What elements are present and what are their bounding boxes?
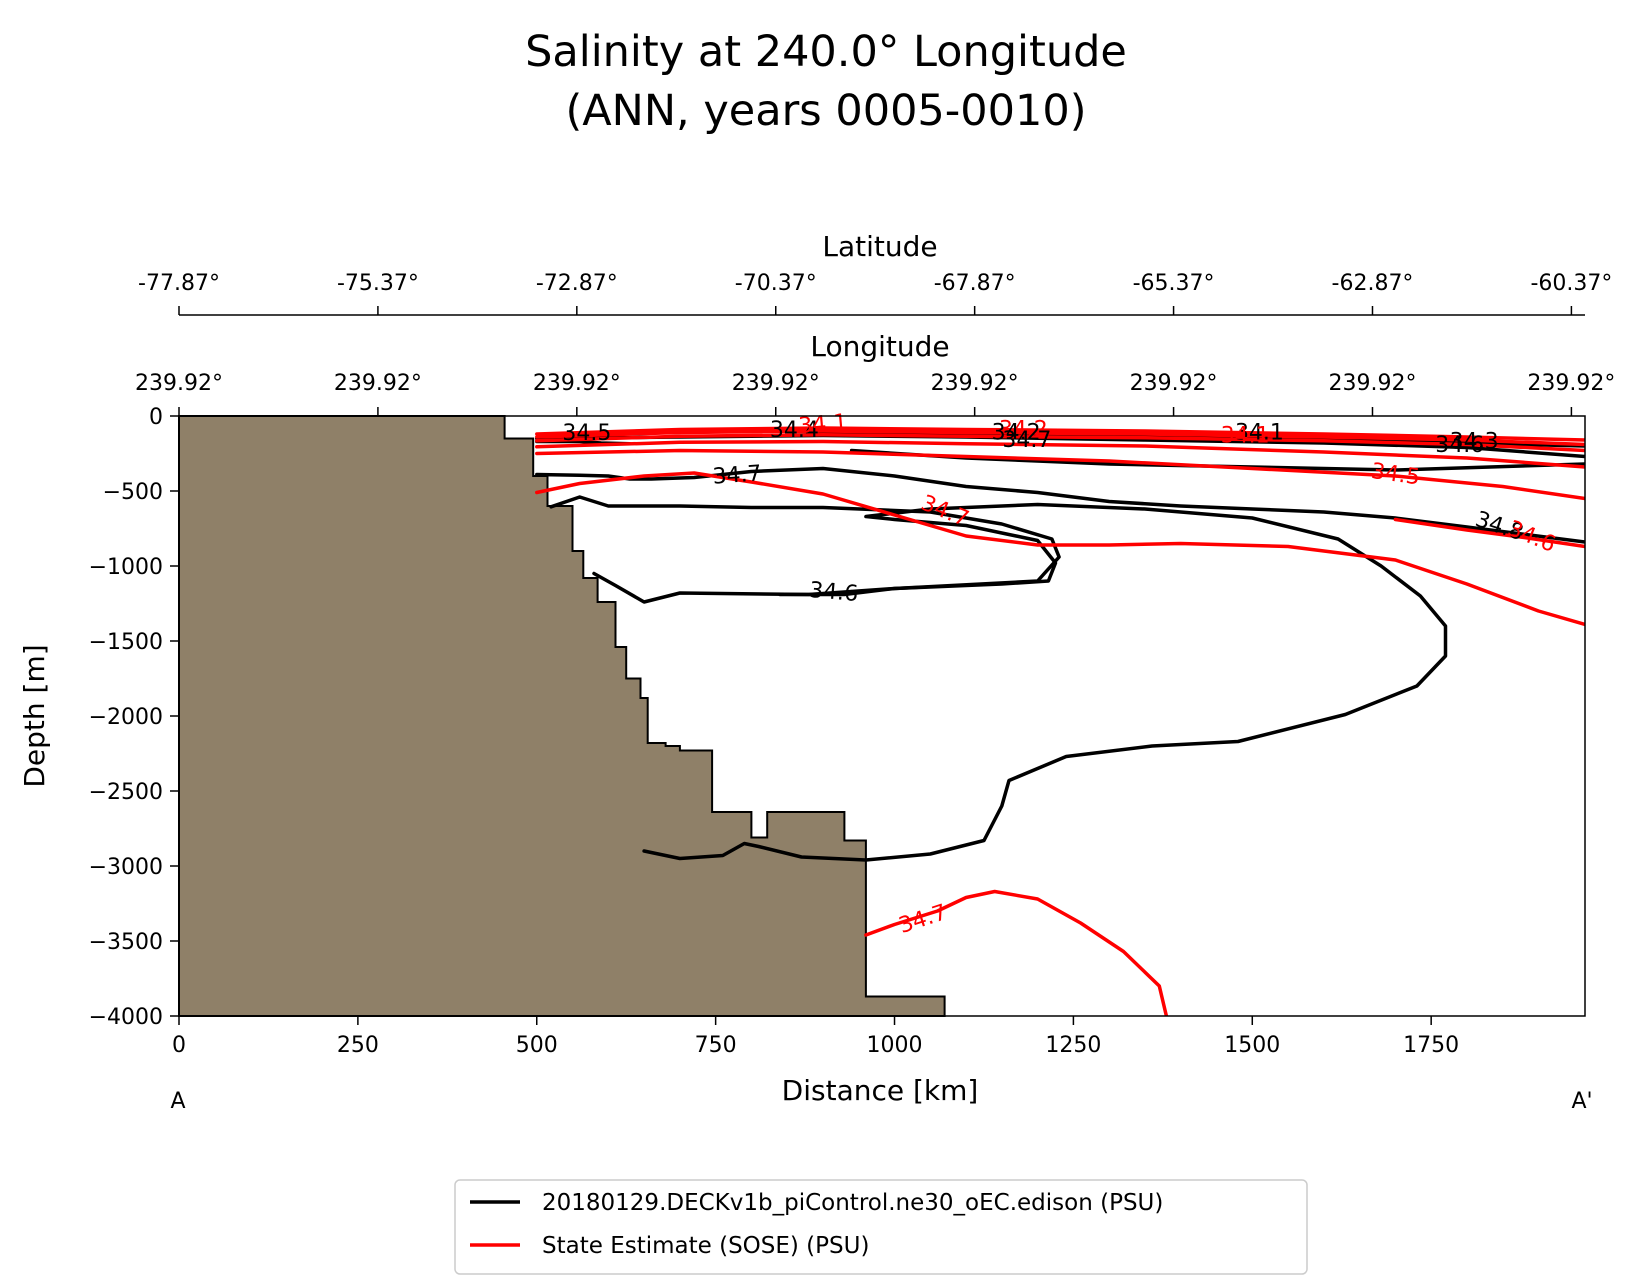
contour-line-1-5 [1393,517,1585,549]
lon-ticks-label-1: 239.92° [334,371,422,396]
x-axis: 0 250 500 750 1000 1250 1500 1750 [172,1016,1459,1058]
contour-label-4: 34.2 [992,420,1041,445]
lat-ticks-label-1: -75.37° [337,271,419,296]
contour-label-11: 34.5 [1369,459,1421,491]
contour-label-6: 34.1 [1235,420,1284,445]
contour-label-9: 34.6 [1435,433,1484,458]
lat-ticks-label-5: -65.37° [1133,271,1215,296]
lon-ticks-label-4: 239.92° [931,371,1019,396]
y-tick-label-1: −500 [103,480,163,505]
contour-line-1-1 [535,429,1585,447]
contour-line-1-6 [535,471,1585,627]
contour-line-1-2 [535,433,1585,453]
lon-ticks-label-3: 239.92° [732,371,820,396]
contour-line-1-0 [535,426,1585,442]
contour-label-14: 34.6 [1504,516,1559,558]
longitude-axis-title: Longitude [810,330,949,363]
y-axis: 0 −500 −1000 −1500 −2000 −2500 −3000 −3500 −4000 [89,405,179,1030]
contour-label-1: 34.4 [770,418,819,443]
section-end-label: A' [1571,1089,1592,1114]
seafloor-land [178,415,946,1017]
lat-ticks-label-0: -77.87° [138,271,220,296]
y-tick-label-0: 0 [149,405,163,430]
y-tick-label-5: −2500 [89,780,163,805]
lat-ticks-label-4: -67.87° [934,271,1016,296]
x-tick-label-0: 0 [172,1033,186,1058]
lat-ticks-label-6: -62.87° [1332,271,1414,296]
y-tick-label-6: −3000 [89,855,163,880]
contour-label-layer: 34.5 34.434.1 34.234.234.7 34.134.1 34.334.6… [562,410,1559,939]
lon-ticks-label-2: 239.92° [533,371,621,396]
contour-line-0-7 [549,495,1061,604]
lat-ticks-label-2: -72.87° [536,271,618,296]
chart-title-line1: Salinity at 240.0° Longitude [525,27,1127,77]
contour-line-0-8 [642,502,1448,862]
contour-layer [535,426,1585,1016]
latitude-ticks: -77.87° -75.37° -72.87° -70.37° -67.87° -65.3… [138,271,1612,315]
lon-ticks-label-7: 239.92° [1527,371,1615,396]
y-tick-label-4: −2000 [89,705,163,730]
contour-label-12: 34.7 [917,491,972,533]
longitude-ticks: 239.92° 239.92° 239.92° 239.92° 239.92° 239.9… [135,371,1615,416]
contour-label-5: 34.7 [1002,428,1051,453]
y-axis-title: Depth [m] [18,644,51,787]
lon-ticks-label-5: 239.92° [1130,371,1218,396]
lat-ticks-label-3: -70.37° [735,271,817,296]
plot-area: 34.5 34.434.1 34.234.234.7 34.134.1 34.334.6… [178,410,1586,1017]
lon-ticks-label-6: 239.92° [1328,371,1416,396]
contour-label-16: 34.7 [896,900,950,939]
y-tick-label-3: −1500 [89,630,163,655]
contour-label-8: 34.3 [1450,429,1499,454]
section-start-label: A [170,1089,185,1114]
x-tick-label-2: 500 [516,1033,558,1058]
contour-label-0: 34.5 [562,421,611,446]
legend-label-model: 20180129.DECKv1b_piControl.ne30_oEC.edis… [542,1190,1163,1216]
contour-line-1-4 [535,448,1585,501]
x-tick-label-3: 750 [695,1033,737,1058]
latitude-axis-title: Latitude [822,230,937,263]
x-tick-label-1: 250 [337,1033,379,1058]
x-tick-label-5: 1250 [1045,1033,1101,1058]
contour-label-7: 34.1 [1221,423,1270,448]
x-tick-label-4: 1000 [867,1033,923,1058]
contour-line-1-7 [864,889,1169,1016]
legend-box [454,1179,1308,1275]
longitude-axis: Longitude [810,330,949,363]
contour-label-3: 34.2 [999,417,1048,442]
y-tick-label-7: −3500 [89,930,163,955]
y-tick-label-8: −4000 [89,1005,163,1030]
latitude-axis: Latitude [179,230,1585,316]
y-tick-label-2: −1000 [89,555,163,580]
legend: 20180129.DECKv1b_piControl.ne30_oEC.edis… [454,1179,1308,1275]
chart-title-line2: (ANN, years 0005-0010) [565,86,1086,136]
x-axis-title: Distance [km] [782,1074,979,1107]
contour-label-15: 34.6 [808,578,859,607]
legend-label-sose: State Estimate (SOSE) (PSU) [542,1233,869,1259]
lat-ticks-label-7: -60.37° [1530,271,1612,296]
contour-label-10: 34.7 [712,461,763,489]
x-tick-label-7: 1750 [1403,1033,1459,1058]
lon-ticks-label-0: 239.92° [135,371,223,396]
series-1 [535,426,1585,1016]
x-tick-label-6: 1500 [1224,1033,1280,1058]
contour-label-2: 34.1 [797,410,848,439]
contour-line-1-3 [535,439,1585,469]
